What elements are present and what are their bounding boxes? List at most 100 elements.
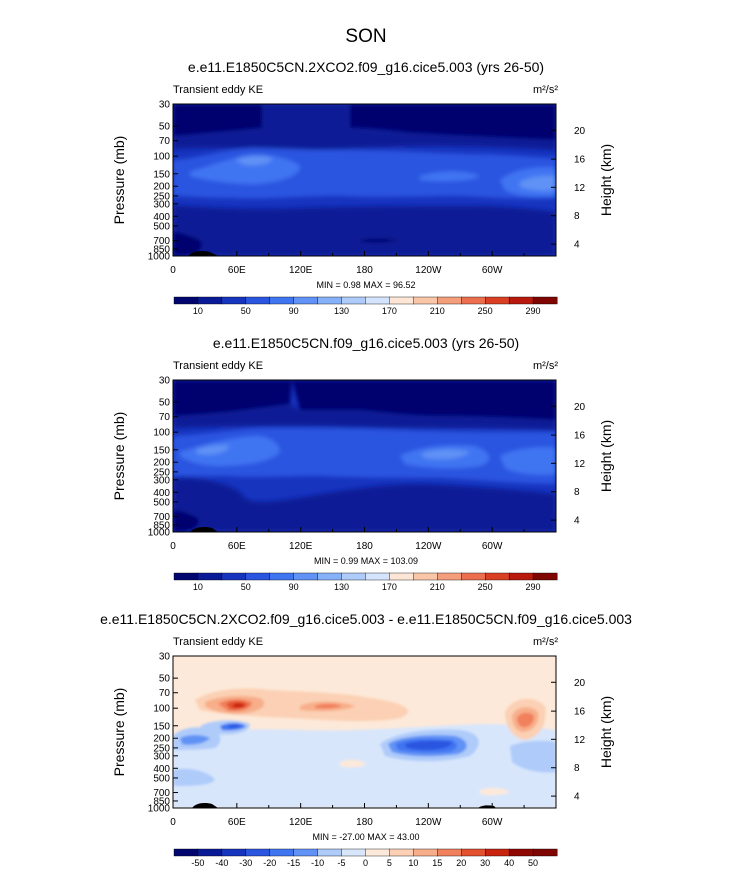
x-tick-label: 60E xyxy=(228,541,246,552)
panel-1-field-label: Transient eddy KE xyxy=(173,84,263,96)
y-tick-label: 400 xyxy=(153,764,170,775)
colorbar-box xyxy=(389,296,414,305)
x-tick-label: 60E xyxy=(228,817,246,828)
x-tick-label: 120W xyxy=(415,265,442,276)
y-tick-label: 500 xyxy=(153,497,170,508)
colorbar-label: 10 xyxy=(193,582,203,592)
panel-2-ylabel-right: Height (km) xyxy=(598,420,614,492)
panel-3-height-axis: 20 16 12 8 4 xyxy=(551,678,586,803)
y-tick-label: 50 xyxy=(159,398,171,409)
colorbar-box xyxy=(293,296,319,305)
colorbar-label: 170 xyxy=(382,306,397,316)
colorbar-box xyxy=(341,848,366,857)
colorbar-box xyxy=(461,572,486,581)
y-tick-label: 30 xyxy=(159,652,171,663)
x-tick-label: 60W xyxy=(482,817,503,828)
colorbar-box xyxy=(437,572,462,581)
y-tick-label: 850 xyxy=(153,796,170,807)
x-tick-label: 120E xyxy=(289,817,313,828)
y-tick-label: 150 xyxy=(153,445,170,456)
colorbar-box xyxy=(269,572,295,581)
y-tick-label: 50 xyxy=(159,122,171,133)
x-tick-label: 180 xyxy=(356,265,373,276)
colorbar-box xyxy=(484,848,510,857)
y-tick-label: 70 xyxy=(159,412,171,423)
x-tick-label: 120W xyxy=(415,817,442,828)
colorbar-label: -20 xyxy=(263,858,276,868)
colorbar-label: 50 xyxy=(528,858,538,868)
y-tick-label: 1000 xyxy=(148,804,171,815)
colorbar-label: -40 xyxy=(215,858,228,868)
colorbar-label: 250 xyxy=(478,582,493,592)
colorbar-box xyxy=(532,296,558,305)
colorbar-label: 210 xyxy=(430,582,445,592)
colorbar-box xyxy=(389,572,414,581)
y-tick-label: 700 xyxy=(153,236,170,247)
colorbar-box xyxy=(221,572,247,581)
colorbar-box xyxy=(221,296,247,305)
colorbar-label: 30 xyxy=(480,858,490,868)
panel-2-units-label: m²/s² xyxy=(533,360,558,372)
panel-1-ylabel: Pressure (mb) xyxy=(111,136,127,225)
y-tick-label: 500 xyxy=(153,773,170,784)
x-tick-label: 180 xyxy=(356,817,373,828)
height-tick-label: 12 xyxy=(574,735,586,746)
x-tick-label: 0 xyxy=(170,541,176,552)
height-tick-label: 8 xyxy=(574,763,580,774)
colorbar-box xyxy=(173,572,199,581)
x-tick-label: 60W xyxy=(482,541,503,552)
panel-3-units-label: m²/s² xyxy=(533,636,558,648)
colorbar-box xyxy=(413,848,438,857)
panel-3-contour-fill xyxy=(173,656,556,808)
panel-3-colorbar: -50 -40 -30 -20 -15 -10 -5 0 5 10 15 20 30 40 50 xyxy=(173,848,558,868)
colorbar-box xyxy=(484,296,510,305)
panel-1-contour-fill xyxy=(173,104,556,256)
y-tick-label: 250 xyxy=(153,191,170,202)
height-tick-label: 12 xyxy=(574,183,586,194)
height-tick-label: 16 xyxy=(574,431,586,442)
colorbar-box xyxy=(221,848,247,857)
y-tick-label: 700 xyxy=(153,788,170,799)
colorbar-box xyxy=(437,296,462,305)
panel-3-title: e.e11.E1850C5CN.2XCO2.f09_g16.cice5.003 … xyxy=(100,611,632,627)
y-tick-label: 200 xyxy=(153,458,170,469)
y-tick-label: 250 xyxy=(153,743,170,754)
height-tick-label: 8 xyxy=(574,211,580,222)
colorbar-label: 0 xyxy=(363,858,368,868)
panel-2-x-axis: 0 60E 120E 180 120W 60W xyxy=(170,527,525,552)
colorbar-box xyxy=(269,296,295,305)
panel-1-units-label: m²/s² xyxy=(533,84,558,96)
colorbar-box xyxy=(532,848,558,857)
height-tick-label: 8 xyxy=(574,487,580,498)
height-tick-label: 20 xyxy=(574,678,586,689)
panel-2: e.e11.E1850C5CN.f09_g16.cice5.003 (yrs 2… xyxy=(111,335,614,592)
colorbar-label: 90 xyxy=(289,582,299,592)
y-tick-label: 70 xyxy=(159,136,171,147)
panel-1-minmax: MIN = 0.98 MAX = 96.52 xyxy=(316,280,415,290)
height-tick-label: 16 xyxy=(574,707,586,718)
colorbar-label: 40 xyxy=(504,858,514,868)
height-tick-label: 20 xyxy=(574,402,586,413)
panel-2-colorbar: 10 50 90 130 170 210 250 290 xyxy=(173,572,558,592)
panel-3-minmax: MIN = -27.00 MAX = 43.00 xyxy=(312,832,419,842)
colorbar-label: 50 xyxy=(241,582,251,592)
height-tick-label: 20 xyxy=(574,126,586,137)
y-tick-label: 400 xyxy=(153,212,170,223)
y-tick-label: 1000 xyxy=(148,252,171,263)
colorbar-box xyxy=(197,572,223,581)
panel-3-ylabel: Pressure (mb) xyxy=(111,688,127,777)
colorbar-label: 10 xyxy=(193,306,203,316)
panel-1-topography xyxy=(188,251,218,256)
y-tick-label: 300 xyxy=(153,751,170,762)
y-tick-label: 70 xyxy=(159,688,171,699)
y-tick-label: 300 xyxy=(153,475,170,486)
panel-2-field-label: Transient eddy KE xyxy=(173,360,263,372)
height-tick-label: 12 xyxy=(574,459,586,470)
colorbar-label: -10 xyxy=(311,858,324,868)
colorbar-label: -15 xyxy=(287,858,300,868)
colorbar-label: 90 xyxy=(289,306,299,316)
colorbar-label: 170 xyxy=(382,582,397,592)
